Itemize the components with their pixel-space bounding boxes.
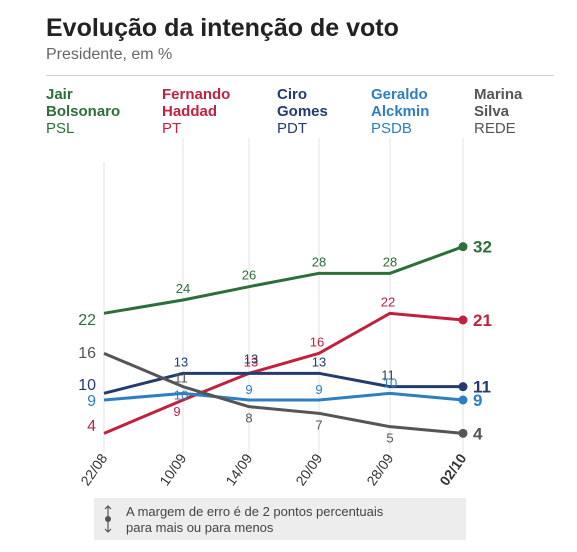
- x-tick-label: 10/09: [156, 450, 189, 488]
- data-label-start: 4: [87, 418, 96, 435]
- data-label-final: 9: [473, 391, 482, 410]
- margin-of-error-note: A margem de erro é de 2 pontos percentua…: [94, 498, 466, 540]
- data-label: 10: [383, 375, 397, 390]
- data-label: 13: [312, 354, 326, 369]
- data-label-start: 10: [78, 377, 96, 394]
- legend-party: PDT: [277, 120, 307, 137]
- data-label: 13: [244, 354, 258, 369]
- data-label: 13: [244, 351, 258, 366]
- x-tick-label: 20/09: [292, 450, 325, 488]
- legend-name: Fernando Haddad: [162, 86, 231, 120]
- data-label-final: 32: [473, 238, 492, 257]
- series-end-point: [458, 242, 468, 252]
- error-margin-icon: [104, 505, 112, 533]
- data-label: 24: [176, 281, 190, 296]
- legend-item-bolsonaro: Jair Bolsonaro PSL: [46, 86, 120, 137]
- data-label: 9: [245, 382, 252, 397]
- data-label: 11: [381, 368, 395, 383]
- data-label: 5: [386, 431, 393, 446]
- legend-name: Geraldo Alckmin: [371, 86, 430, 120]
- series-line: [103, 351, 464, 435]
- data-label-start: 9: [87, 393, 96, 410]
- series-line: [103, 245, 464, 315]
- data-label: 7: [315, 417, 322, 432]
- series-line: [103, 311, 464, 435]
- legend-name: Marina Silva: [474, 86, 523, 120]
- x-tick-label: 28/09: [363, 450, 396, 488]
- data-label-start: 22: [78, 312, 96, 329]
- data-label-final: 4: [473, 424, 483, 443]
- note-text: A margem de erro é de 2 pontos percentua…: [126, 504, 384, 535]
- data-label-final: 11: [473, 378, 491, 397]
- data-label: 9: [173, 404, 180, 419]
- series-end-point: [458, 382, 468, 392]
- series-end-point: [458, 428, 468, 438]
- legend-party: PSL: [46, 120, 75, 137]
- series-end-point: [458, 315, 468, 325]
- legend-name: Ciro Gomes: [277, 86, 328, 120]
- data-label: 9: [315, 382, 322, 397]
- data-label-final: 21: [473, 311, 492, 330]
- data-label: 16: [310, 334, 324, 349]
- legend-item-alckmin: Geraldo Alckmin PSDB: [371, 86, 429, 137]
- x-tick-label: 22/08: [77, 450, 110, 488]
- series-line: [103, 371, 463, 395]
- x-tick-label: 14/09: [222, 450, 255, 488]
- data-label-start: 16: [78, 345, 96, 362]
- series-end-point: [458, 395, 468, 405]
- data-label: 10: [174, 387, 188, 402]
- data-label: 8: [245, 411, 252, 426]
- legend-party: PSDB: [371, 120, 412, 137]
- data-label: 26: [242, 268, 256, 283]
- chart-subtitle: Presidente, em %: [46, 46, 173, 63]
- data-label: 13: [174, 354, 188, 369]
- legend-party: PT: [162, 120, 182, 137]
- legend-name: Jair Bolsonaro: [46, 86, 121, 120]
- data-label: 28: [312, 254, 326, 269]
- legend-item-ciro: Ciro Gomes PDT: [277, 86, 328, 137]
- data-label: 11: [174, 371, 188, 386]
- header-divider: [46, 75, 554, 76]
- legend-item-haddad: Fernando Haddad PT: [162, 86, 230, 137]
- data-label: 22: [381, 294, 395, 309]
- series-line: [103, 391, 464, 402]
- legend-party: REDE: [474, 120, 516, 137]
- data-label: 28: [383, 254, 397, 269]
- x-tick-label: 02/10: [436, 450, 469, 488]
- chart-title: Evolução da intenção de voto: [46, 14, 399, 42]
- legend-item-marina: Marina Silva REDE: [474, 86, 522, 137]
